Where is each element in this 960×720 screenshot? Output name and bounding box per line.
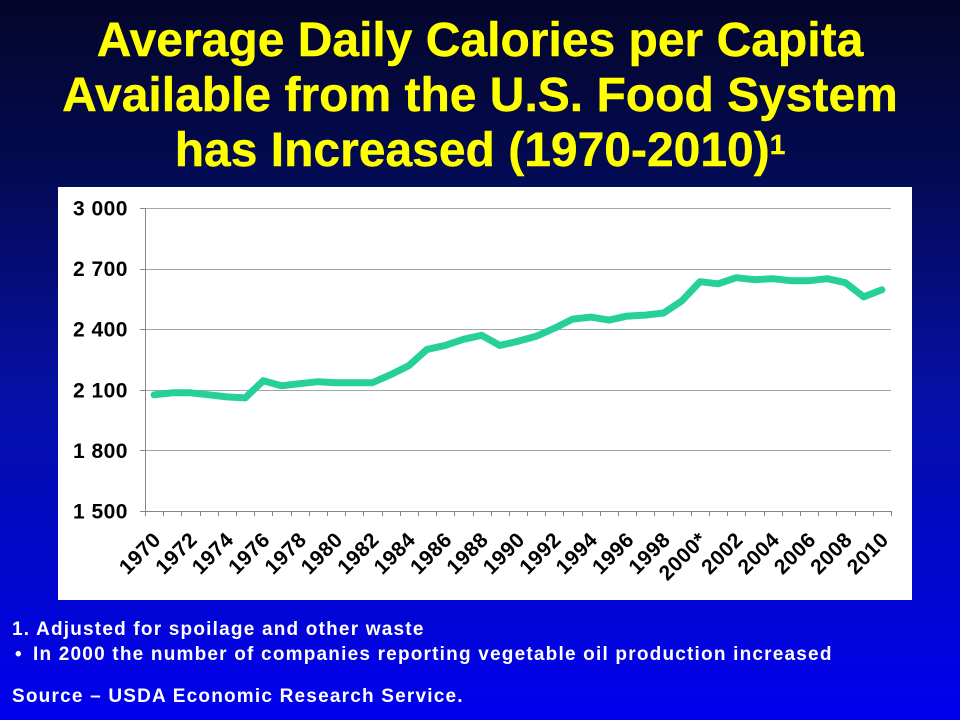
data-point xyxy=(842,279,849,286)
data-point xyxy=(569,316,576,323)
data-point xyxy=(296,380,303,387)
data-point xyxy=(169,389,176,396)
gridlines xyxy=(145,208,891,512)
x-tick-label: 2004 xyxy=(734,528,785,579)
data-point xyxy=(496,342,503,349)
bullet-icon: • xyxy=(15,644,22,665)
x-tick-label: 1996 xyxy=(588,528,639,579)
title-line: Average Daily Calories per Capita xyxy=(96,14,864,67)
data-point xyxy=(242,394,249,401)
data-point xyxy=(697,278,703,285)
data-point xyxy=(460,336,467,343)
data-point xyxy=(824,275,831,282)
data-point xyxy=(478,332,485,339)
data-point xyxy=(442,342,449,349)
x-tick-label: 1984 xyxy=(370,528,421,579)
data-point xyxy=(314,378,321,385)
x-tick-label: 1988 xyxy=(442,528,493,579)
y-tick-label: 1 500 xyxy=(73,501,128,524)
data-point xyxy=(769,275,776,282)
data-point xyxy=(678,297,685,304)
y-tick-label: 3 000 xyxy=(73,198,128,221)
data-point xyxy=(660,310,667,316)
x-tick-label: 1978 xyxy=(261,528,312,579)
y-tick-label: 2 400 xyxy=(73,319,128,342)
y-tick-label: 1 800 xyxy=(73,440,128,463)
x-tick-label: 1974 xyxy=(188,528,239,579)
x-tick-label: 2010 xyxy=(843,528,894,579)
x-tick-label: 1982 xyxy=(333,528,384,579)
footnote-mark: 1 xyxy=(769,129,786,160)
data-point xyxy=(551,325,558,332)
data-point xyxy=(806,277,813,284)
data-point xyxy=(733,274,740,281)
data-point xyxy=(278,382,285,389)
x-tick-label: 1992 xyxy=(515,528,566,579)
title-line-with-footnote-mark: has Increased (1970-2010)1 xyxy=(0,123,960,178)
axes xyxy=(140,208,892,516)
data-point xyxy=(515,338,521,345)
x-tick-label: 1986 xyxy=(406,528,457,579)
data-point xyxy=(751,276,758,283)
bullet-note: • In 2000 the number of companies report… xyxy=(0,644,960,666)
x-tick-label: 1972 xyxy=(151,528,202,579)
data-point xyxy=(533,333,540,340)
data-point xyxy=(424,346,430,353)
x-tick-label: 2006 xyxy=(770,528,821,579)
x-tick-label: 1994 xyxy=(552,528,603,579)
data-point xyxy=(260,377,267,384)
data-point xyxy=(223,393,230,400)
data-point xyxy=(624,313,631,320)
title-line: Available from the U.S. Food System xyxy=(62,69,898,122)
data-point xyxy=(642,312,649,319)
footnote: 1. Adjusted for spoilage and other waste xyxy=(12,619,425,640)
data-point xyxy=(787,277,794,284)
x-tick-label: 1990 xyxy=(479,528,530,579)
bullet-note-text: In 2000 the number of companies reportin… xyxy=(33,644,833,665)
x-tick-label: 2008 xyxy=(806,528,857,579)
data-point xyxy=(333,379,339,386)
data-point xyxy=(187,389,194,396)
series xyxy=(150,274,886,402)
x-tick-label: 2002 xyxy=(697,528,748,579)
x-tick-label: 1976 xyxy=(224,528,275,579)
data-point xyxy=(405,362,412,369)
data-point xyxy=(369,379,376,386)
data-point xyxy=(387,371,394,378)
y-tick-label: 2 700 xyxy=(73,258,128,281)
title-line: has Increased (1970-2010) xyxy=(174,124,770,177)
y-tick-label: 2 100 xyxy=(73,379,128,402)
data-point xyxy=(587,314,594,321)
chart-area: 3 000 2 700 2 400 2 100 1 800 1 500 1970 1972 19… xyxy=(58,187,912,600)
source-note: Source – USDA Economic Research Service. xyxy=(12,686,464,707)
data-point xyxy=(351,379,358,386)
data-point xyxy=(715,280,722,287)
data-point xyxy=(878,286,885,293)
slide-title: Average Daily Calories per Capita Availa… xyxy=(0,13,960,178)
data-point xyxy=(205,391,212,398)
x-tick-label: 1970 xyxy=(115,528,166,579)
data-point xyxy=(151,391,158,398)
x-tick-label: 1980 xyxy=(297,528,348,579)
data-point xyxy=(860,293,867,300)
data-point xyxy=(606,317,612,324)
